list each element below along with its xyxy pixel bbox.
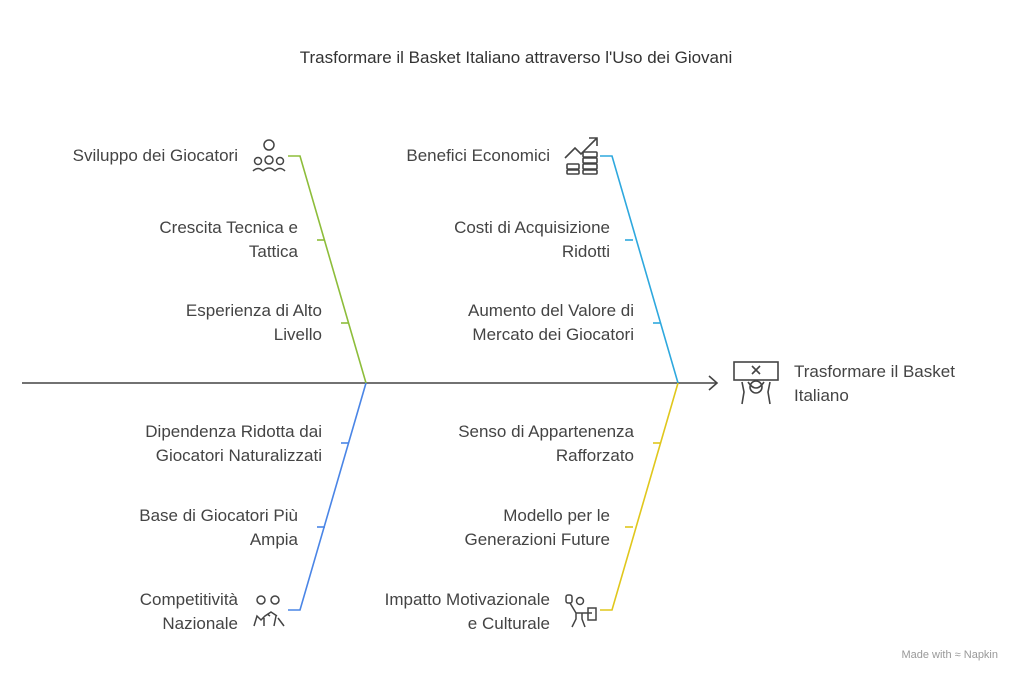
- cause-label: Crescita Tecnica e Tattica: [159, 218, 298, 261]
- cause-label: Costi di Acquisizione Ridotti: [454, 218, 610, 261]
- cause-label: Base di Giocatori Più Ampia: [139, 506, 298, 549]
- spine-arrowhead: [708, 375, 719, 391]
- person-cheering-icon: [565, 594, 597, 628]
- effect-label: Trasformare il Basket Italiano: [794, 362, 955, 405]
- cause-label: Esperienza di Alto Livello: [185, 301, 322, 344]
- players-high-five-icon: [253, 595, 285, 627]
- bone-bottom-left: [288, 382, 367, 611]
- watermark: Made with ≈ Napkin: [901, 649, 998, 661]
- category-label: Competitività Nazionale: [139, 590, 238, 633]
- cause-label: Aumento del Valore di Mercato dei Giocat…: [467, 301, 634, 344]
- players-team-icon: [252, 139, 286, 172]
- growth-coins-icon: [564, 137, 598, 175]
- basketball-hoop-player-icon: [733, 361, 779, 405]
- category-label: Sviluppo dei Giocatori: [72, 146, 238, 165]
- cause-label: Senso di Appartenenza Rafforzato: [458, 422, 634, 465]
- category-label: Impatto Motivazionale e Culturale: [384, 590, 550, 633]
- bone-top-right: [600, 155, 679, 384]
- cause-label: Dipendenza Ridotta dai Giocatori Natural…: [145, 422, 322, 465]
- diagram-title: Trasformare il Basket Italiano attravers…: [299, 48, 733, 67]
- category-label: Benefici Economici: [406, 146, 550, 165]
- cause-label: Modello per le Generazioni Future: [464, 506, 610, 549]
- bone-top-left: [288, 155, 367, 384]
- bone-bottom-right: [600, 382, 679, 611]
